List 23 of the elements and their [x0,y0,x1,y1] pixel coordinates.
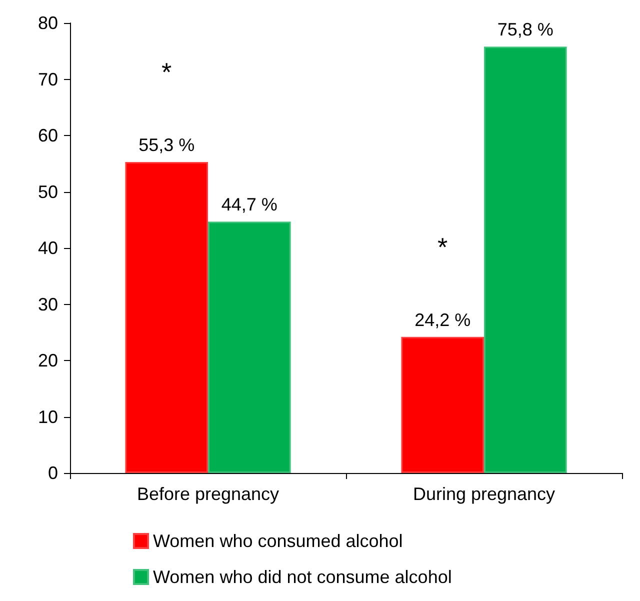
data-label: 44,7 % [221,194,278,215]
bar [125,162,208,473]
annotation: * [162,56,172,87]
y-tick-label: 40 [38,238,58,258]
bar [484,46,567,473]
y-tick-label: 10 [38,406,58,427]
bar [208,222,291,473]
annotation: * [438,232,448,262]
legend-label: Women who consumed alcohol [153,531,403,551]
x-tick-label: During pregnancy [412,484,556,504]
legend-label: Women who did not consume alcohol [153,567,452,587]
y-tick-label: 0 [48,463,58,483]
y-tick-label: 30 [38,294,58,314]
data-label: 55,3 % [138,134,195,155]
y-tick-label: 50 [38,182,58,202]
y-tick-label: 60 [38,126,58,146]
y-tick-label: 80 [38,13,58,33]
y-tick-label: 70 [38,69,58,90]
y-tick-label: 20 [38,350,58,370]
data-label: 75,8 % [497,20,554,40]
x-tick-label: Before pregnancy [136,484,280,504]
data-label: 24,2 % [414,310,471,330]
bar [401,336,484,473]
